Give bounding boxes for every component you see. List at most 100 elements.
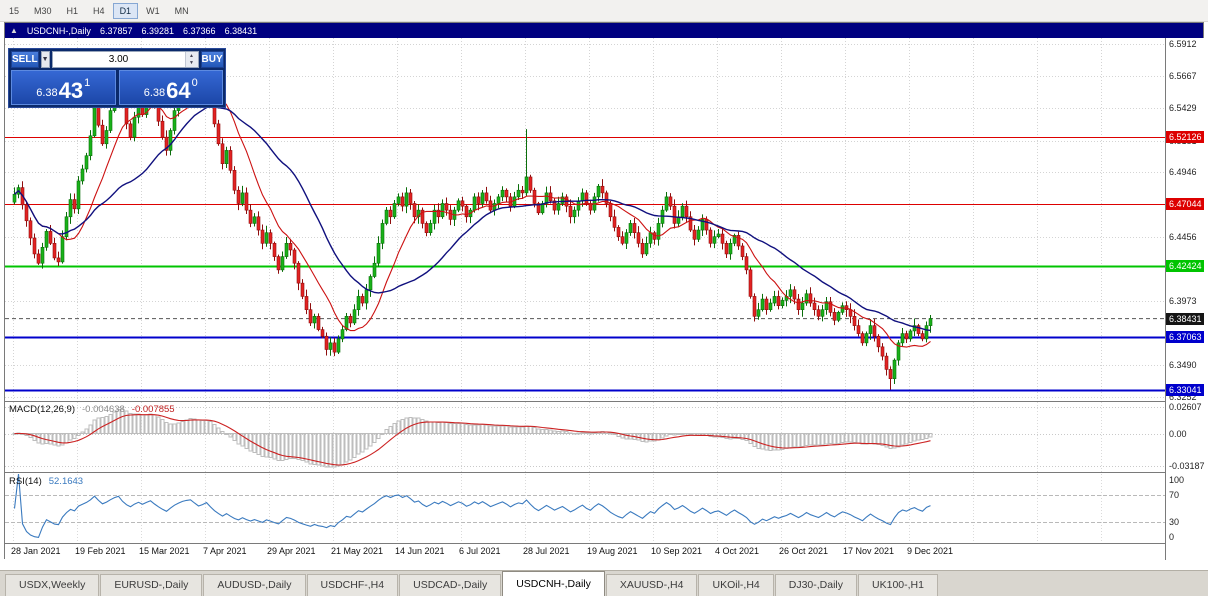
rsi-label: RSI(14) 52.1643 (9, 476, 83, 487)
spinner-up-icon[interactable]: ▲ (185, 52, 198, 60)
chart-tab-xauusdh4[interactable]: XAUUSD-,H4 (605, 574, 698, 596)
price-tick: 6.5429 (1169, 103, 1197, 114)
macd-name: MACD(12,26,9) (9, 404, 75, 415)
ohlc-high: 6.39281 (141, 25, 175, 36)
timeframe-button-mn[interactable]: MN (174, 5, 189, 16)
buy-price-button[interactable]: 6.38 64 0 (118, 70, 223, 105)
rsi-name: RSI(14) (9, 476, 42, 487)
level-price-badge: 6.37063 (1166, 330, 1204, 343)
panel-divider[interactable] (5, 543, 1203, 544)
macd-label: MACD(12,26,9) -0.004638 -0.007855 (9, 404, 175, 415)
price-tick: 6.4946 (1169, 167, 1197, 178)
chart-window: ▲ USDCNH-,Daily 6.37857 6.39281 6.37366 … (4, 22, 1205, 560)
price-tick: 6.3490 (1169, 360, 1197, 371)
chart-tab-dj30daily[interactable]: DJ30-,Daily (774, 574, 858, 596)
date-label: 15 Mar 2021 (139, 546, 190, 556)
chevron-down-icon[interactable]: ▼ (40, 51, 50, 68)
ohlc-low: 6.37366 (183, 25, 216, 36)
price-axis: 6.59126.56676.54296.51816.49466.44566.39… (1165, 38, 1205, 560)
date-label: 9 Dec 2021 (907, 546, 954, 556)
current-price-badge: 6.38431 (1166, 312, 1204, 325)
macd-axis-tick: 0.02607 (1169, 402, 1202, 412)
chart-tab-usdcaddaily[interactable]: USDCAD-,Daily (399, 574, 502, 596)
volume-stepper: ▲ ▼ (184, 52, 198, 67)
sell-price-big: 43 (58, 78, 84, 104)
timeframe-button-d1[interactable]: D1 (112, 2, 139, 19)
rsi-line (13, 474, 931, 539)
date-label: 4 Oct 2021 (715, 546, 760, 556)
timeframe-button-h1[interactable]: H1 (66, 5, 79, 16)
price-tick: 6.4456 (1169, 232, 1197, 243)
rsi-value: 52.1643 (48, 476, 84, 487)
macd-axis-tick: 0.00 (1169, 428, 1187, 439)
timeframe-button-15[interactable]: 15 (9, 5, 20, 16)
date-label: 29 Apr 2021 (267, 546, 316, 556)
chart-tab-bar: USDX,Weekly EURUSD-,Daily AUDUSD-,Daily USD… (0, 570, 1208, 596)
level-price-badge: 6.47044 (1166, 198, 1204, 211)
timeframe-button-m30[interactable]: M30 (34, 5, 52, 16)
date-label: 6 Jul 2021 (459, 546, 501, 556)
time-axis: 28 Jan 2021 19 Feb 2021 15 Mar 2021 7 Apr 2… (5, 544, 1165, 560)
volume-input[interactable] (52, 52, 185, 67)
buy-price-big: 64 (166, 78, 191, 104)
chart-tab-uk100h1[interactable]: UK100-,H1 (858, 574, 938, 596)
grid-lines (5, 38, 1165, 401)
timeframe-toolbar: 15 M30 H1 H4 D1 W1 MN (0, 0, 1208, 22)
price-tick: 6.3252 (1169, 392, 1197, 403)
date-label: 21 May 2021 (331, 546, 384, 556)
chart-tab-usdchfh4[interactable]: USDCHF-,H4 (306, 574, 399, 596)
macd-histogram (12, 409, 933, 468)
date-label: 14 Jun 2021 (395, 546, 445, 556)
rsi-axis-tick: 0 (1169, 532, 1175, 542)
ma-slow-line (14, 105, 931, 332)
price-tick: 6.5912 (1169, 38, 1197, 49)
date-label: 17 Nov 2021 (843, 546, 895, 556)
date-label: 19 Aug 2021 (587, 546, 638, 556)
sell-button[interactable]: SELL (11, 51, 39, 68)
macd-indicator-panel[interactable]: MACD(12,26,9) -0.004638 -0.007855 (5, 402, 1165, 472)
panel-divider[interactable] (5, 401, 1203, 402)
buy-button[interactable]: BUY (200, 51, 224, 68)
rsi-axis-tick: 70 (1169, 489, 1180, 500)
chart-symbol-label: USDCNH-,Daily (26, 25, 91, 36)
sell-price-button[interactable]: 6.38 43 1 (11, 70, 116, 105)
horizontal-level-lines[interactable] (5, 137, 1165, 392)
chart-tab-usdcnhdaily[interactable]: USDCNH-,Daily (502, 571, 605, 596)
level-price-badge: 6.52126 (1166, 130, 1204, 143)
date-label: 19 Feb 2021 (75, 546, 126, 556)
panel-divider[interactable] (5, 472, 1203, 473)
rsi-axis-tick: 100 (1169, 475, 1185, 485)
price-tick: 6.5667 (1169, 71, 1197, 82)
up-arrow-icon: ▲ (10, 26, 18, 35)
ohlc-open: 6.37857 (99, 25, 133, 36)
one-click-trading-panel: SELL ▼ ▲ ▼ BUY 6.38 43 1 6.3 (8, 48, 226, 108)
level-price-badge: 6.42424 (1166, 259, 1204, 272)
macd-value-main: -0.004638 (82, 404, 125, 415)
sell-price-sup: 1 (84, 77, 91, 89)
date-label: 28 Jan 2021 (11, 546, 61, 556)
chart-tab-usdxweekly[interactable]: USDX,Weekly (5, 574, 100, 596)
volume-box: ▲ ▼ (51, 51, 199, 68)
spinner-down-icon[interactable]: ▼ (185, 59, 198, 67)
date-label: 26 Oct 2021 (779, 546, 829, 556)
chart-tab-eurusddaily[interactable]: EURUSD-,Daily (100, 574, 203, 596)
macd-signal-line (14, 414, 931, 466)
chart-tab-audusddaily[interactable]: AUDUSD-,Daily (203, 574, 306, 596)
rsi-indicator-panel[interactable]: RSI(14) 52.1643 (5, 474, 1165, 543)
buy-price-prefix: 6.38 (143, 87, 166, 99)
ohlc-close: 6.38431 (224, 25, 258, 36)
chart-info-bar: ▲ USDCNH-,Daily 6.37857 6.39281 6.37366 … (5, 23, 1203, 38)
timeframe-button-h4[interactable]: H4 (93, 5, 105, 16)
date-label: 28 Jul 2021 (523, 546, 570, 556)
level-price-badge: 6.33041 (1166, 384, 1204, 397)
macd-axis-tick: -0.03187 (1169, 461, 1205, 471)
price-tick: 6.3973 (1169, 296, 1197, 307)
date-label: 10 Sep 2021 (651, 546, 703, 556)
chart-tab-ukoilh4[interactable]: UKOil-,H4 (698, 574, 774, 596)
ma-fast-line (14, 94, 931, 348)
macd-value-signal: -0.007855 (131, 404, 175, 415)
timeframe-button-w1[interactable]: W1 (146, 5, 160, 16)
sell-price-prefix: 6.38 (36, 87, 58, 99)
rsi-axis-tick: 30 (1169, 517, 1180, 528)
